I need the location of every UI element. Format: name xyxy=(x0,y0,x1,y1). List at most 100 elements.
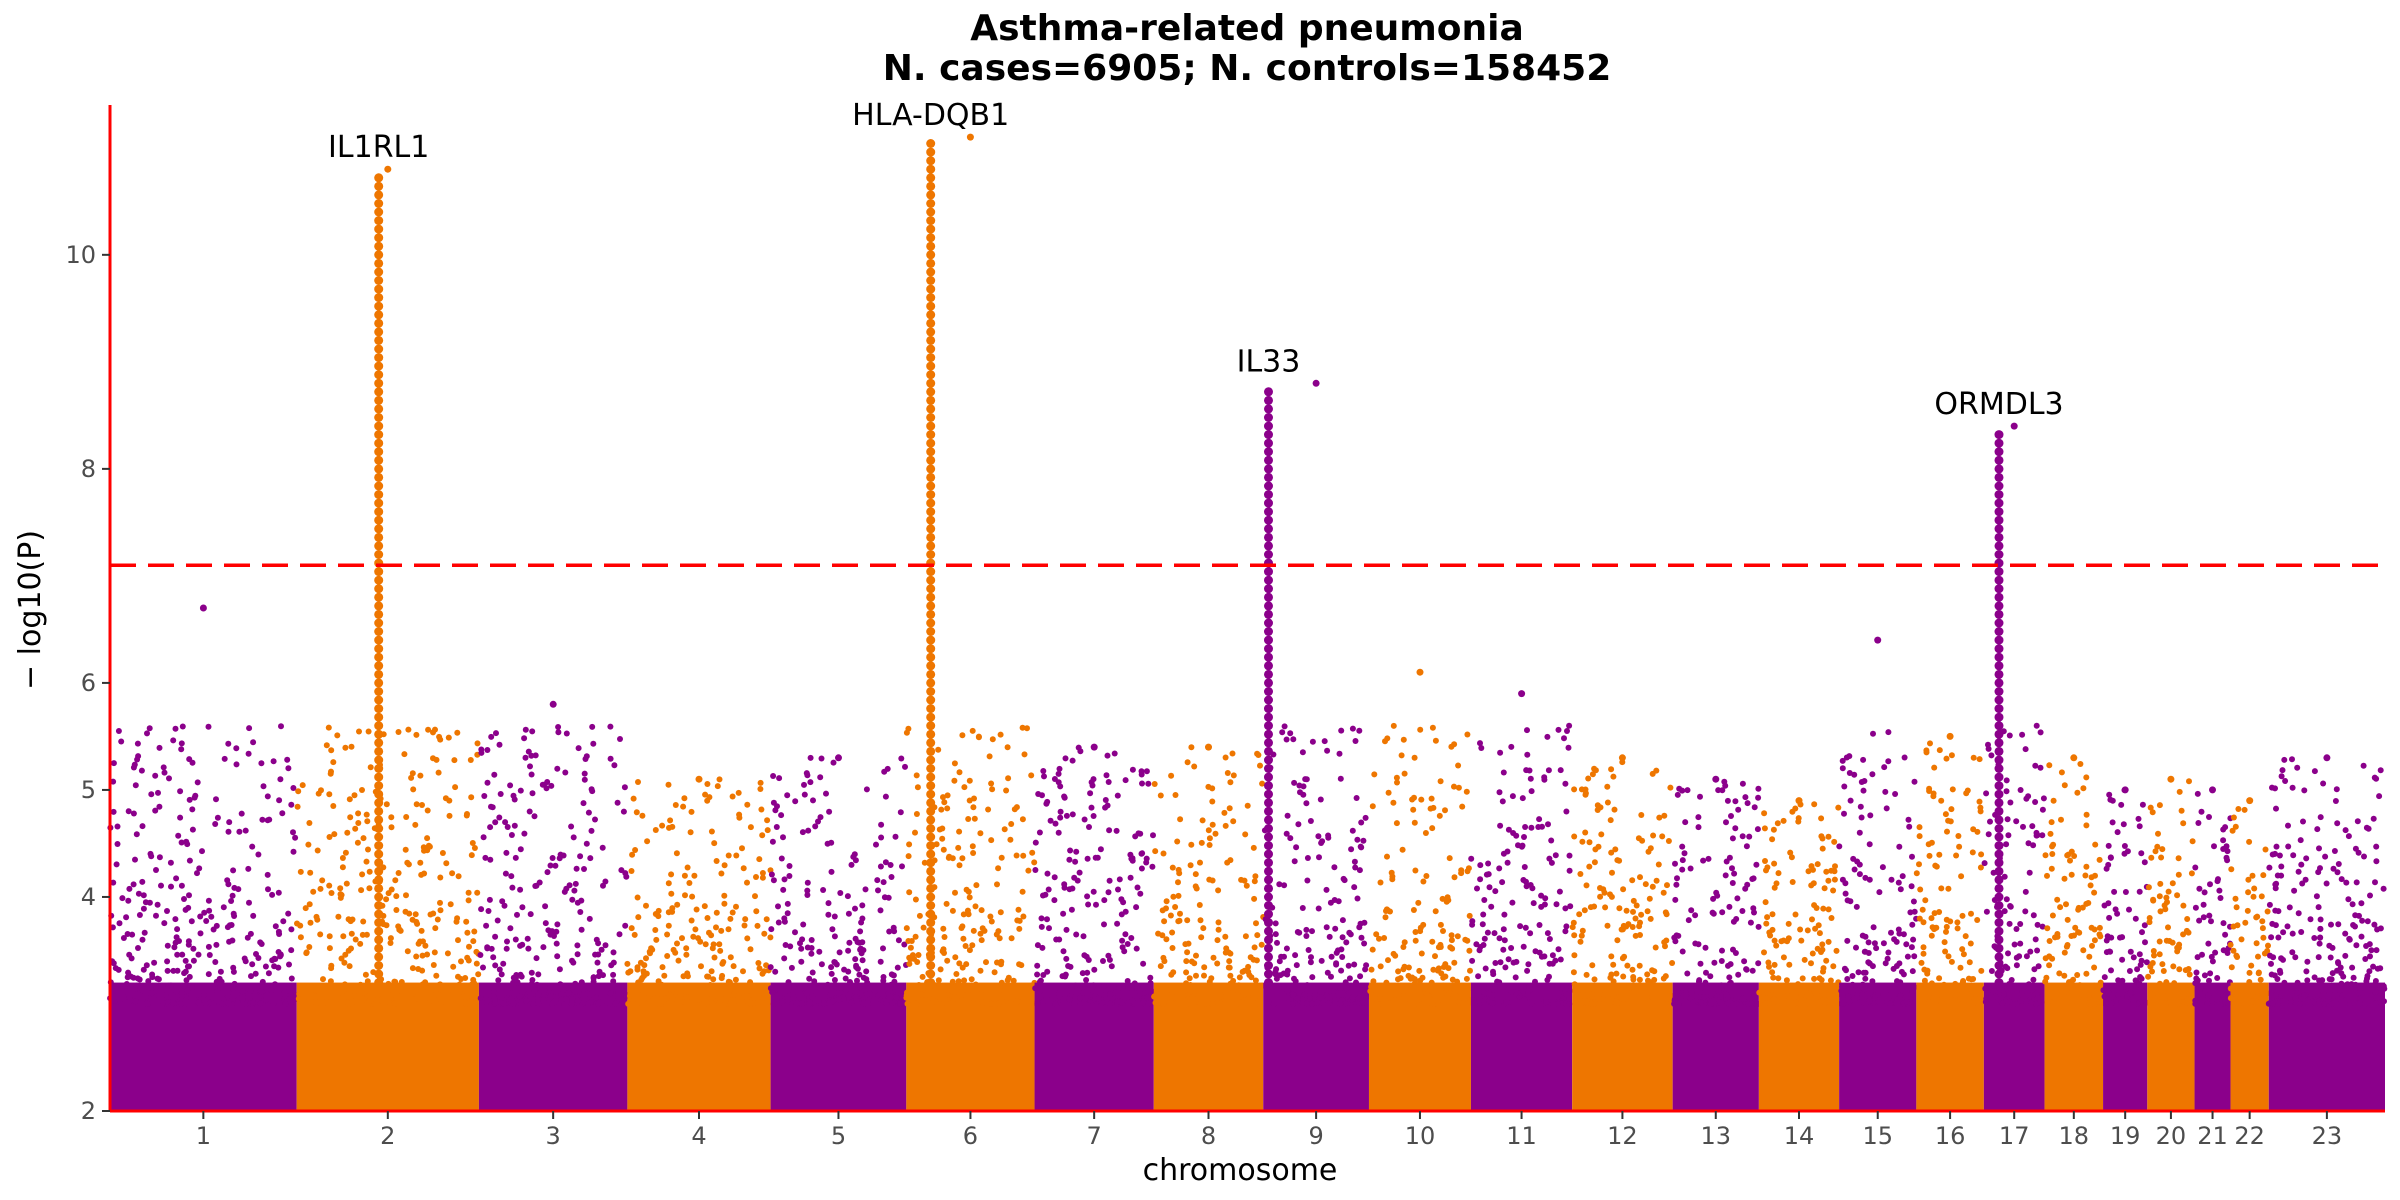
peak-point xyxy=(374,318,384,328)
data-point xyxy=(1279,729,1286,736)
data-point xyxy=(2076,982,2083,989)
peak-point xyxy=(1264,815,1273,825)
data-point xyxy=(919,973,926,980)
data-point xyxy=(1604,783,1611,790)
data-point xyxy=(338,989,345,996)
peak-point xyxy=(374,224,384,234)
peak-point xyxy=(1994,789,2004,799)
data-point xyxy=(1580,991,1586,998)
data-point xyxy=(1272,969,1279,976)
data-point xyxy=(1500,926,1507,933)
data-point xyxy=(1763,920,1770,927)
data-point xyxy=(659,964,666,971)
data-point xyxy=(1193,972,1199,979)
data-point xyxy=(432,925,439,932)
data-point xyxy=(1455,762,1462,769)
data-point xyxy=(114,823,121,830)
data-point xyxy=(2130,954,2137,961)
data-point xyxy=(1176,917,1183,924)
data-point xyxy=(1604,922,1611,929)
data-point xyxy=(1630,908,1636,915)
data-point xyxy=(1862,969,1869,976)
peak-point xyxy=(374,447,384,457)
data-point xyxy=(1718,982,1725,989)
data-point xyxy=(2276,852,2283,859)
data-point xyxy=(874,877,881,884)
data-point xyxy=(366,885,373,892)
data-point xyxy=(730,963,737,970)
chromosome-top-point xyxy=(695,775,703,783)
data-point xyxy=(468,794,475,801)
data-point xyxy=(2277,969,2284,976)
data-point xyxy=(2289,949,2296,956)
data-point xyxy=(1118,896,1125,903)
data-point xyxy=(1184,1000,1191,1007)
data-point xyxy=(1959,979,1966,986)
data-point xyxy=(949,1000,956,1007)
data-point xyxy=(622,922,629,929)
data-point xyxy=(2083,774,2090,781)
data-point xyxy=(125,808,132,815)
peak-point xyxy=(1264,464,1273,474)
data-point xyxy=(1196,902,1203,908)
chromosome-top-point xyxy=(966,133,974,141)
data-point xyxy=(432,991,439,998)
data-point xyxy=(2120,984,2127,990)
data-point xyxy=(110,960,117,967)
data-point xyxy=(2003,896,2010,903)
data-point xyxy=(231,980,238,987)
data-point xyxy=(2186,778,2192,785)
data-point xyxy=(1532,978,1538,985)
data-point xyxy=(1546,936,1553,942)
data-point xyxy=(552,862,559,869)
data-point xyxy=(998,854,1005,861)
data-point xyxy=(1209,821,1216,828)
x-tick-label: 17 xyxy=(1999,1122,2030,1150)
data-point xyxy=(2080,785,2087,792)
data-point xyxy=(1643,993,1650,1000)
data-point xyxy=(1680,992,1687,999)
data-point xyxy=(864,991,871,998)
data-point xyxy=(1871,940,1878,947)
data-point xyxy=(1004,744,1011,751)
data-point xyxy=(970,927,977,934)
data-point xyxy=(721,900,728,907)
data-point xyxy=(915,982,922,988)
data-point xyxy=(1191,763,1198,770)
data-point xyxy=(1555,726,1562,733)
data-point xyxy=(1672,938,1679,945)
peak-point xyxy=(926,293,936,303)
data-point xyxy=(1377,963,1384,970)
data-point xyxy=(1081,816,1088,823)
data-point xyxy=(1480,911,1487,918)
data-point xyxy=(287,992,294,999)
data-point xyxy=(1694,988,1701,995)
data-point xyxy=(1043,995,1050,1002)
data-point xyxy=(1908,883,1915,890)
data-point xyxy=(1089,782,1096,789)
data-point xyxy=(415,1001,422,1007)
data-point xyxy=(1038,915,1045,922)
data-point xyxy=(1909,853,1915,860)
data-point xyxy=(807,779,814,786)
data-point xyxy=(880,974,887,980)
data-point xyxy=(2366,941,2373,948)
data-point xyxy=(1744,984,1751,990)
data-point xyxy=(968,976,975,983)
data-point xyxy=(1496,979,1503,986)
data-point xyxy=(2320,990,2327,997)
data-point xyxy=(2034,947,2041,954)
data-point xyxy=(1233,1001,1240,1007)
data-point xyxy=(2083,811,2090,818)
data-point xyxy=(1088,804,1095,811)
data-point xyxy=(2192,980,2199,987)
data-point xyxy=(277,953,284,960)
data-point xyxy=(1067,847,1074,854)
data-point xyxy=(1210,954,1217,961)
data-point xyxy=(668,890,675,897)
data-point xyxy=(1171,994,1178,1001)
data-point xyxy=(488,733,495,740)
data-point xyxy=(2031,966,2038,973)
data-point xyxy=(170,737,177,744)
data-point xyxy=(2372,978,2379,984)
